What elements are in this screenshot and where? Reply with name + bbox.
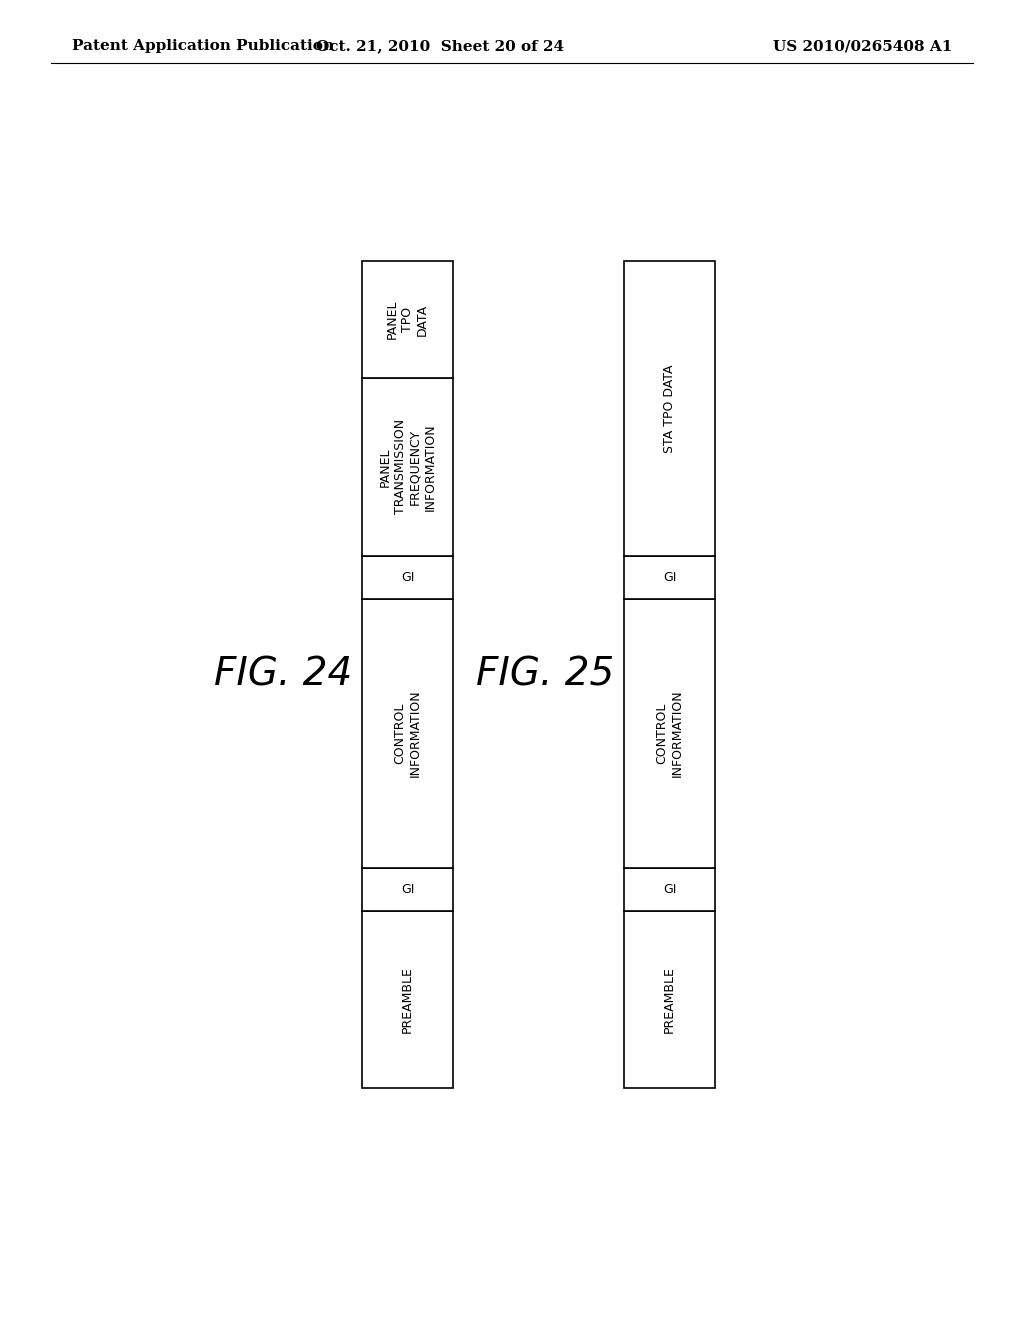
Text: CONTROL
INFORMATION: CONTROL INFORMATION (394, 689, 422, 777)
Bar (624, 556, 715, 598)
Bar (362, 378, 454, 556)
Bar (362, 261, 454, 378)
Text: GI: GI (663, 883, 676, 896)
Text: Patent Application Publication: Patent Application Publication (72, 40, 334, 53)
Text: PREAMBLE: PREAMBLE (664, 966, 676, 1034)
Text: GI: GI (663, 570, 676, 583)
Text: PREAMBLE: PREAMBLE (401, 966, 415, 1034)
Bar (624, 598, 715, 867)
Text: US 2010/0265408 A1: US 2010/0265408 A1 (773, 40, 952, 53)
Bar (624, 867, 715, 911)
Bar (362, 556, 454, 598)
Text: PANEL
TRANSMISSION
FREQUENCY
INFORMATION: PANEL TRANSMISSION FREQUENCY INFORMATION (379, 420, 437, 515)
Text: CONTROL
INFORMATION: CONTROL INFORMATION (655, 689, 684, 777)
Bar (362, 867, 454, 911)
Text: Oct. 21, 2010  Sheet 20 of 24: Oct. 21, 2010 Sheet 20 of 24 (316, 40, 564, 53)
Text: GI: GI (401, 570, 415, 583)
Text: STA TPO DATA: STA TPO DATA (664, 364, 676, 453)
Text: FIG. 25: FIG. 25 (475, 656, 613, 694)
Bar (624, 911, 715, 1089)
Bar (624, 261, 715, 556)
Bar (362, 911, 454, 1089)
Text: FIG. 24: FIG. 24 (214, 656, 352, 694)
Text: PANEL
TPO
DATA: PANEL TPO DATA (386, 300, 429, 339)
Bar (362, 598, 454, 867)
Text: GI: GI (401, 883, 415, 896)
